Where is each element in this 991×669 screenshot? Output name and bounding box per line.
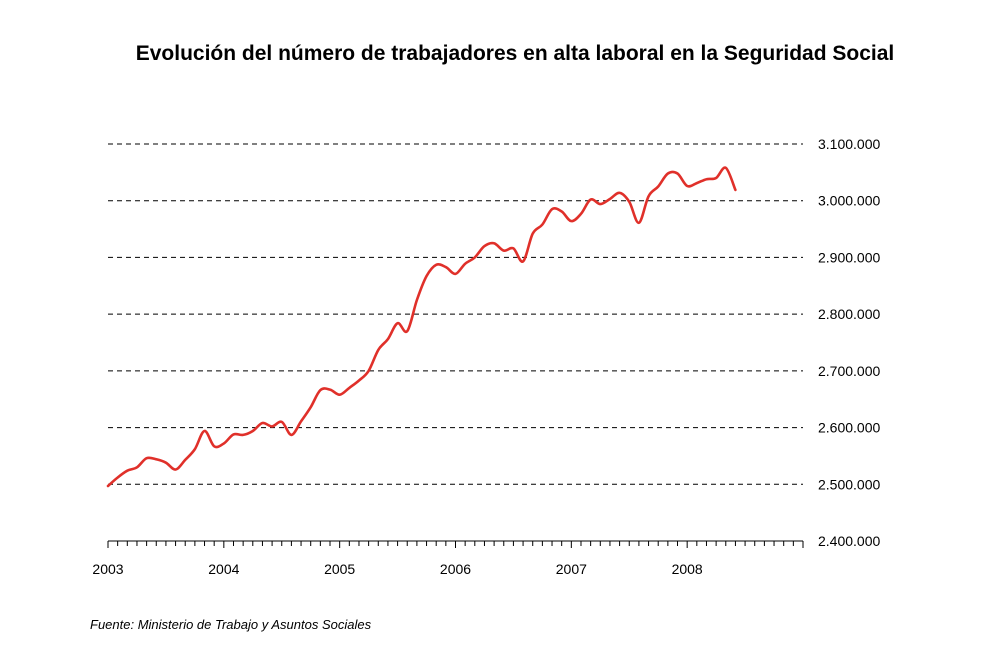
x-tick-label: 2007 — [556, 561, 587, 577]
y-tick-label: 2.600.000 — [818, 420, 880, 436]
series-line — [106, 166, 737, 488]
y-tick-label: 2.700.000 — [818, 363, 880, 379]
x-tick-label: 2006 — [440, 561, 471, 577]
y-tick-label: 3.100.000 — [818, 136, 880, 152]
chart-title: Evolución del número de trabajadores en … — [135, 42, 895, 65]
x-tick-label: 2005 — [324, 561, 355, 577]
x-tick-label: 2003 — [92, 561, 123, 577]
y-tick-label: 2.900.000 — [818, 249, 880, 265]
source-note: Fuente: Ministerio de Trabajo y Asuntos … — [90, 617, 372, 632]
x-tick-label: 2004 — [208, 561, 239, 577]
y-tick-label: 2.400.000 — [818, 533, 880, 549]
y-tick-label: 2.500.000 — [818, 476, 880, 492]
x-tick-label: 2008 — [672, 561, 703, 577]
y-tick-label: 2.800.000 — [818, 306, 880, 322]
y-tick-label: 3.000.000 — [818, 193, 880, 209]
